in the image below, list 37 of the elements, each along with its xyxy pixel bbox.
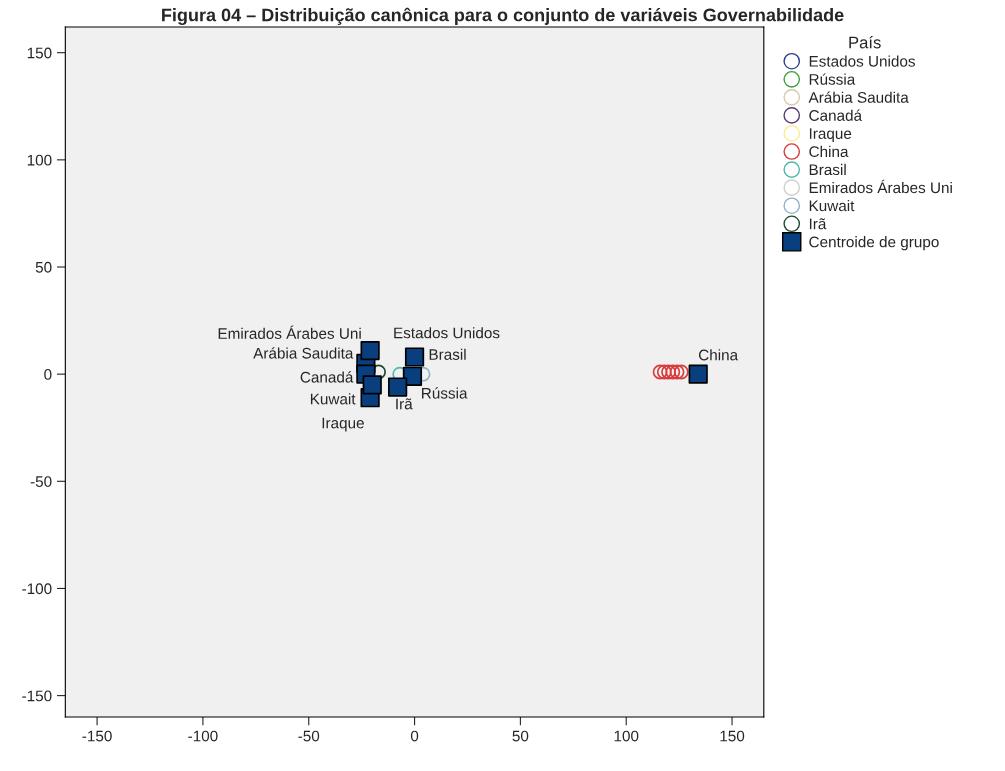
x-tick-label: 100: [614, 730, 639, 742]
annotation: Iraque: [322, 417, 364, 432]
legend-label: Brasil: [809, 163, 846, 176]
annotation: Rússia: [422, 387, 468, 399]
x-tick-label: -150: [82, 730, 112, 742]
legend-label: Rússia: [809, 73, 856, 85]
annotation: Emirados Árabes Uni: [218, 325, 361, 339]
legend-label: Kuwait: [809, 200, 855, 212]
y-tick-label: 150: [27, 47, 52, 59]
x-tick-label: 150: [720, 730, 745, 742]
x-tick-label: 0: [410, 730, 419, 742]
y-tick-label: -100: [22, 583, 52, 595]
legend-label: Emirados Árabes Uni: [809, 179, 952, 194]
annotation: Irã: [396, 398, 413, 410]
annotation: Arábia Saudita: [253, 347, 354, 359]
legend-label: Irã: [809, 218, 827, 230]
y-tick-label: 100: [27, 154, 52, 166]
legend-label: China: [809, 145, 849, 158]
annotation: Kuwait: [310, 393, 356, 405]
annotation: China: [698, 349, 739, 361]
x-tick-label: -100: [188, 730, 218, 742]
legend-label: Estados Unidos: [809, 55, 915, 67]
x-tick-label: -50: [298, 730, 320, 742]
legend-label: Canadá: [809, 109, 863, 121]
annotation: Estados Unidos: [394, 327, 500, 339]
y-tick-label: -50: [30, 476, 52, 487]
annotation: Brasil: [429, 348, 466, 360]
legend-title: País: [849, 35, 881, 49]
y-tick-label: 50: [35, 261, 52, 273]
y-tick-label: 0: [44, 369, 52, 380]
y-tick-label: -150: [22, 690, 52, 702]
x-tick-label: 50: [512, 730, 529, 742]
chart-title: Figura 04 – Distribuição canônica para o conjunto de variáveis Governabilidade: [162, 7, 844, 26]
legend-label: Centroide de grupo: [809, 236, 939, 251]
legend-label: Iraque: [809, 128, 852, 142]
annotation: Canadá: [300, 371, 354, 383]
legend-label: Arábia Saudita: [808, 91, 909, 103]
